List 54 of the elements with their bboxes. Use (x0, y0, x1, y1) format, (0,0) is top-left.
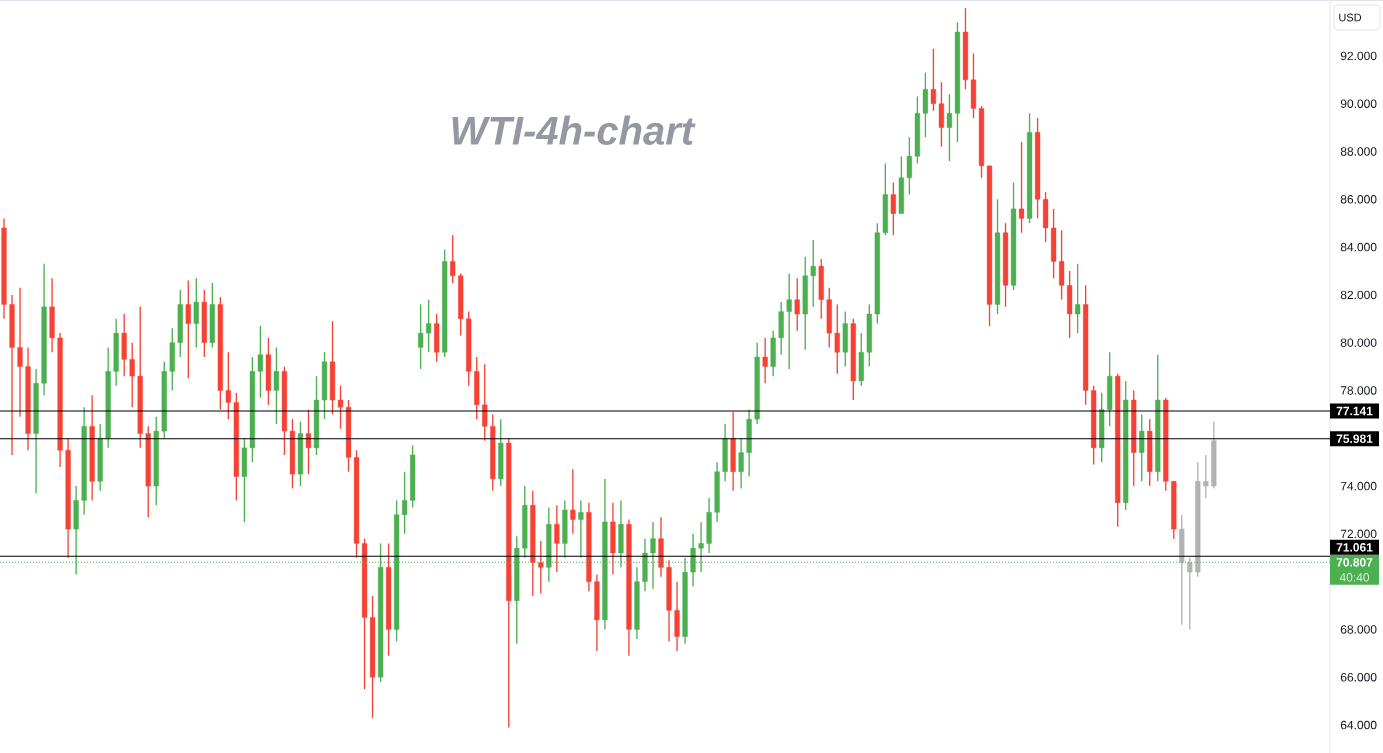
candlestick (450, 234, 456, 284)
y-tick-label: 86.000 (1340, 195, 1377, 204)
candlestick (930, 48, 937, 112)
y-tick-label: 72.000 (1340, 529, 1377, 539)
candlestick (906, 136, 912, 196)
candlestick (938, 81, 945, 148)
candlestick (794, 277, 800, 332)
candlestick (538, 540, 544, 595)
candlestick (810, 239, 816, 308)
candlestick (738, 437, 744, 490)
candlestick (570, 468, 576, 535)
candlestick (1139, 413, 1145, 482)
candlestick (786, 272, 792, 370)
candlestick (762, 337, 768, 384)
candlestick (482, 363, 488, 442)
y-tick-label: 80.000 (1340, 338, 1377, 347)
text: 40:40 (1339, 573, 1370, 582)
candlestick (890, 181, 896, 236)
ref-line-label: 71.061 (1336, 543, 1373, 552)
ref-line-label: 75.981 (1336, 434, 1373, 443)
y-tick-label: 84.000 (1340, 242, 1377, 252)
y-tick-label: 74.000 (1340, 481, 1377, 491)
candlestick (922, 71, 929, 138)
candlestick (17, 287, 23, 418)
candlestick (257, 325, 263, 399)
y-tick-label: 88.000 (1340, 147, 1377, 156)
candlestick (1203, 454, 1209, 499)
candlestick (402, 471, 408, 535)
y-tick-label: 66.000 (1340, 672, 1377, 682)
candlestick (946, 93, 953, 162)
ref-line-label: 70.807 (1336, 558, 1373, 567)
candlestick (1059, 229, 1065, 301)
candlestick (129, 342, 135, 408)
y-tick-label: 68.000 (1340, 625, 1377, 634)
candlestick (225, 351, 231, 420)
text: USD (1339, 13, 1362, 22)
candlestick (273, 346, 280, 425)
candlestick (185, 279, 191, 380)
candlestick (193, 277, 199, 349)
candlestick (834, 303, 840, 375)
ref-line-label: 77.141 (1336, 406, 1373, 416)
candlestick (1075, 263, 1081, 334)
candlestick (1187, 557, 1193, 631)
y-tick-label: 92.000 (1340, 51, 1377, 61)
y-tick-label: 64.000 (1340, 720, 1377, 730)
candlestick (554, 504, 560, 573)
text: WTI-4h-chart (452, 115, 696, 145)
candlestick (418, 303, 424, 370)
candlestick (1018, 141, 1025, 234)
y-tick-label: 82.000 (1340, 290, 1377, 300)
y-tick-label: 90.000 (1340, 99, 1377, 108)
candlestick (426, 299, 432, 353)
candlestick (578, 499, 584, 559)
y-tick-label: 78.000 (1340, 386, 1377, 395)
